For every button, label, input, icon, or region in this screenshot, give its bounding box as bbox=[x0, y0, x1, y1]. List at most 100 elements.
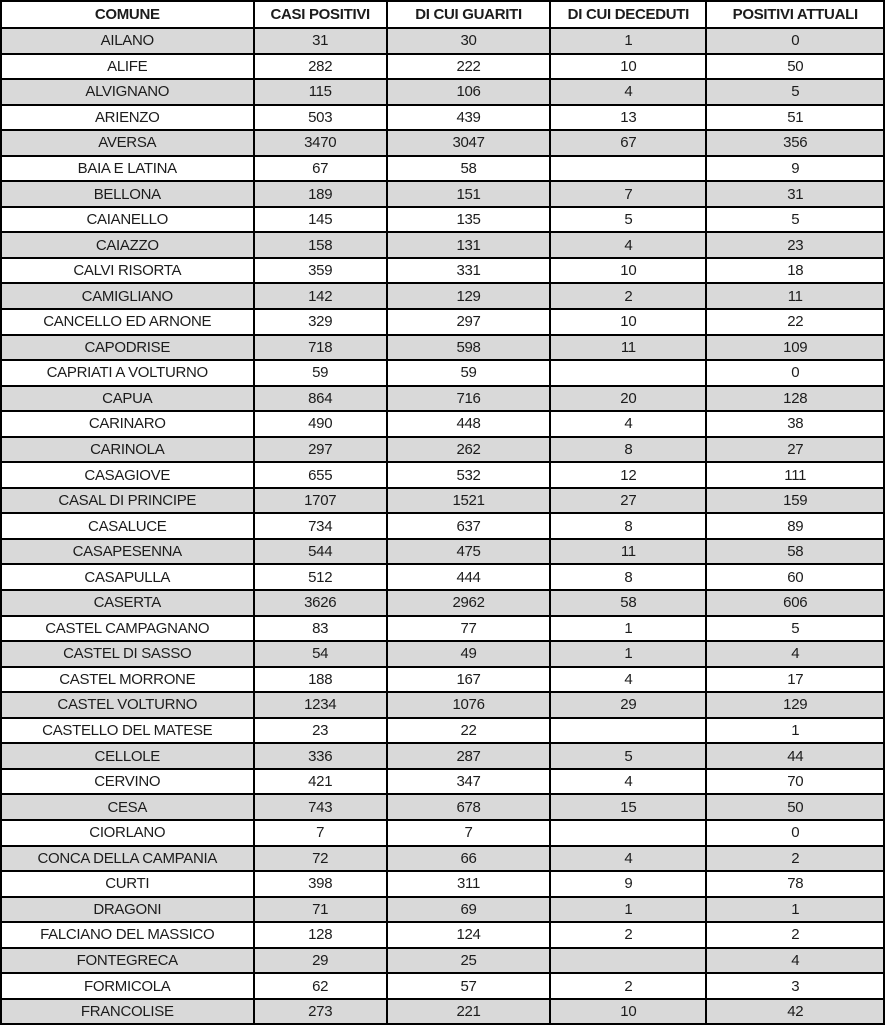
di-cui-deceduti-cell: 8 bbox=[549, 563, 708, 592]
comune-cell: CASTEL DI SASSO bbox=[0, 640, 255, 668]
casi-positivi-cell: 145 bbox=[252, 205, 388, 234]
column-header-di-cui-guariti: DI CUI GUARITI bbox=[385, 0, 552, 29]
di-cui-deceduti-cell: 8 bbox=[549, 512, 708, 540]
di-cui-deceduti-cell bbox=[549, 154, 708, 183]
casi-positivi-cell: 1234 bbox=[252, 691, 388, 719]
di-cui-deceduti-cell: 4 bbox=[549, 844, 708, 873]
comune-cell: BAIA E LATINA bbox=[0, 154, 255, 183]
positivi-attuali-cell: 128 bbox=[705, 384, 885, 413]
di-cui-guariti-cell: 678 bbox=[385, 793, 552, 821]
positivi-attuali-cell: 129 bbox=[705, 691, 885, 719]
comune-cell: DRAGONI bbox=[0, 895, 255, 924]
table-row: CAMIGLIANO 142 129 2 11 bbox=[0, 282, 885, 310]
comune-cell: CAIAZZO bbox=[0, 231, 255, 259]
positivi-attuali-cell: 23 bbox=[705, 231, 885, 259]
di-cui-guariti-cell: 347 bbox=[385, 767, 552, 796]
comune-cell: ALIFE bbox=[0, 52, 255, 81]
di-cui-deceduti-cell: 27 bbox=[549, 486, 708, 515]
positivi-attuali-cell: 31 bbox=[705, 180, 885, 208]
casi-positivi-cell: 62 bbox=[252, 972, 388, 1000]
di-cui-guariti-cell: 66 bbox=[385, 844, 552, 873]
positivi-attuali-cell: 50 bbox=[705, 52, 885, 81]
table-body: AILANO 31 30 1 0 ALIFE 282 222 10 50 ALVIGNANO 115 1… bbox=[0, 27, 885, 1025]
di-cui-guariti-cell: 129 bbox=[385, 282, 552, 310]
di-cui-deceduti-cell: 7 bbox=[549, 180, 708, 208]
comune-cell: CONCA DELLA CAMPANIA bbox=[0, 844, 255, 873]
table-row: BELLONA 189 151 7 31 bbox=[0, 180, 885, 208]
table-row: CASERTA 3626 2962 58 606 bbox=[0, 589, 885, 617]
comune-cell: CAPRIATI A VOLTURNO bbox=[0, 359, 255, 387]
di-cui-guariti-cell: 439 bbox=[385, 103, 552, 132]
casi-positivi-cell: 359 bbox=[252, 256, 388, 285]
positivi-attuali-cell: 18 bbox=[705, 256, 885, 285]
table-row: CASTEL VOLTURNO 1234 1076 29 129 bbox=[0, 691, 885, 719]
di-cui-guariti-cell: 30 bbox=[385, 27, 552, 55]
di-cui-deceduti-cell: 10 bbox=[549, 52, 708, 81]
casi-positivi-cell: 743 bbox=[252, 793, 388, 821]
table-row: CASAPULLA 512 444 8 60 bbox=[0, 563, 885, 592]
di-cui-deceduti-cell: 4 bbox=[549, 665, 708, 694]
positivi-attuali-cell: 42 bbox=[705, 997, 885, 1025]
di-cui-deceduti-cell: 8 bbox=[549, 435, 708, 464]
casi-positivi-cell: 336 bbox=[252, 742, 388, 770]
table-row: CARINARO 490 448 4 38 bbox=[0, 410, 885, 438]
comune-cell: AVERSA bbox=[0, 129, 255, 157]
di-cui-deceduti-cell: 4 bbox=[549, 78, 708, 106]
comune-cell: CAPODRISE bbox=[0, 333, 255, 362]
di-cui-guariti-cell: 221 bbox=[385, 997, 552, 1025]
di-cui-deceduti-cell: 10 bbox=[549, 256, 708, 285]
comune-cell: BELLONA bbox=[0, 180, 255, 208]
positivi-attuali-cell: 606 bbox=[705, 589, 885, 617]
comune-cell: CALVI RISORTA bbox=[0, 256, 255, 285]
column-header-positivi-attuali: POSITIVI ATTUALI bbox=[705, 0, 885, 29]
casi-positivi-cell: 512 bbox=[252, 563, 388, 592]
positivi-attuali-cell: 60 bbox=[705, 563, 885, 592]
casi-positivi-cell: 59 bbox=[252, 359, 388, 387]
positivi-attuali-cell: 44 bbox=[705, 742, 885, 770]
di-cui-guariti-cell: 1521 bbox=[385, 486, 552, 515]
comune-cell: CELLOLE bbox=[0, 742, 255, 770]
di-cui-deceduti-cell: 11 bbox=[549, 537, 708, 566]
comune-cell: CIORLANO bbox=[0, 818, 255, 847]
di-cui-deceduti-cell: 15 bbox=[549, 793, 708, 821]
table-row: CASAPESENNA 544 475 11 58 bbox=[0, 537, 885, 566]
table-row: ARIENZO 503 439 13 51 bbox=[0, 103, 885, 132]
di-cui-deceduti-cell: 13 bbox=[549, 103, 708, 132]
di-cui-guariti-cell: 532 bbox=[385, 461, 552, 489]
table-row: CAIAZZO 158 131 4 23 bbox=[0, 231, 885, 259]
column-header-di-cui-deceduti: DI CUI DECEDUTI bbox=[549, 0, 708, 29]
di-cui-deceduti-cell: 5 bbox=[549, 205, 708, 234]
positivi-attuali-cell: 1 bbox=[705, 716, 885, 745]
positivi-attuali-cell: 159 bbox=[705, 486, 885, 515]
di-cui-guariti-cell: 124 bbox=[385, 921, 552, 949]
comune-cell: CESA bbox=[0, 793, 255, 821]
di-cui-guariti-cell: 49 bbox=[385, 640, 552, 668]
positivi-attuali-cell: 0 bbox=[705, 359, 885, 387]
di-cui-deceduti-cell: 2 bbox=[549, 972, 708, 1000]
table-row: CASTEL MORRONE 188 167 4 17 bbox=[0, 665, 885, 694]
positivi-attuali-cell: 38 bbox=[705, 410, 885, 438]
table-row: CARINOLA 297 262 8 27 bbox=[0, 435, 885, 464]
di-cui-guariti-cell: 151 bbox=[385, 180, 552, 208]
di-cui-guariti-cell: 106 bbox=[385, 78, 552, 106]
casi-positivi-cell: 189 bbox=[252, 180, 388, 208]
table-row: AILANO 31 30 1 0 bbox=[0, 27, 885, 55]
casi-positivi-cell: 23 bbox=[252, 716, 388, 745]
di-cui-deceduti-cell: 29 bbox=[549, 691, 708, 719]
di-cui-deceduti-cell: 10 bbox=[549, 997, 708, 1025]
casi-positivi-cell: 71 bbox=[252, 895, 388, 924]
column-header-casi-positivi: CASI POSITIVI bbox=[252, 0, 388, 29]
table-row: FRANCOLISE 273 221 10 42 bbox=[0, 997, 885, 1025]
di-cui-deceduti-cell: 9 bbox=[549, 870, 708, 898]
table-row: CASTELLO DEL MATESE 23 22 1 bbox=[0, 716, 885, 745]
casi-positivi-cell: 115 bbox=[252, 78, 388, 106]
comune-cell: CASALUCE bbox=[0, 512, 255, 540]
di-cui-guariti-cell: 2962 bbox=[385, 589, 552, 617]
table-row: CAIANELLO 145 135 5 5 bbox=[0, 205, 885, 234]
di-cui-deceduti-cell: 67 bbox=[549, 129, 708, 157]
comune-cell: CASERTA bbox=[0, 589, 255, 617]
di-cui-guariti-cell: 1076 bbox=[385, 691, 552, 719]
table-row: CAPUA 864 716 20 128 bbox=[0, 384, 885, 413]
table-row: CURTI 398 311 9 78 bbox=[0, 870, 885, 898]
casi-positivi-cell: 273 bbox=[252, 997, 388, 1025]
